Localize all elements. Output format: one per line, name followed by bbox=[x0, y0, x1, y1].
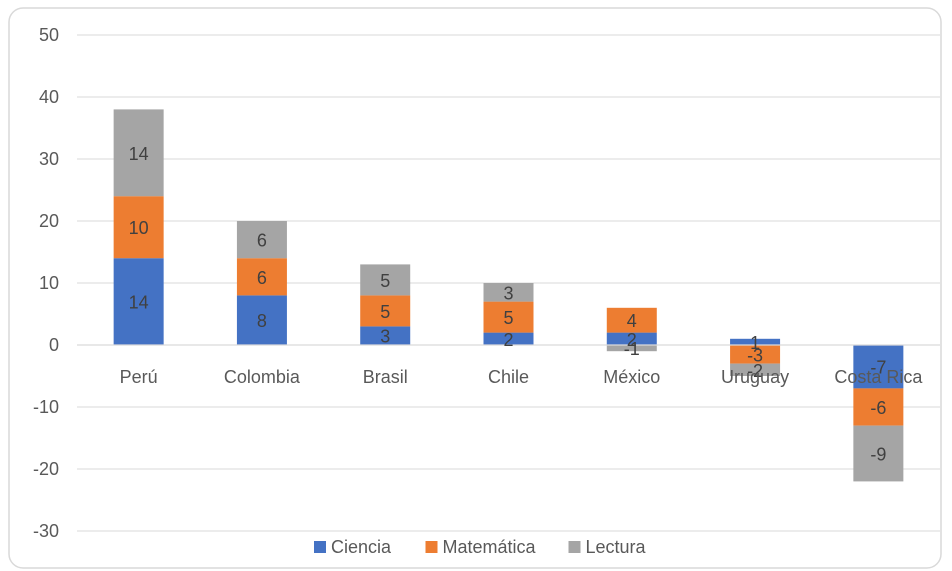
bar-ciencia bbox=[853, 345, 904, 389]
category-label: Brasil bbox=[363, 367, 408, 387]
legend-swatch bbox=[314, 541, 326, 553]
data-label: -3 bbox=[747, 345, 763, 365]
bar-ciencia bbox=[730, 338, 781, 345]
bar-matem-tica bbox=[853, 388, 904, 426]
category-label: México bbox=[603, 367, 660, 387]
bar-lectura bbox=[853, 425, 904, 482]
bar-lectura bbox=[483, 283, 534, 302]
bar-matem-tica bbox=[236, 258, 287, 296]
legend: Ciencia Matemática Lectura bbox=[314, 537, 647, 557]
legend-swatch bbox=[568, 541, 581, 553]
y-tick-label: 30 bbox=[39, 149, 59, 169]
bar-ciencia bbox=[113, 258, 164, 345]
bar-matem-tica bbox=[606, 307, 657, 333]
data-label: 10 bbox=[129, 218, 149, 238]
data-label: 6 bbox=[257, 268, 267, 288]
data-label: 2 bbox=[503, 330, 513, 350]
data-label: -6 bbox=[870, 398, 886, 418]
data-label: -2 bbox=[747, 361, 763, 381]
bar-ciencia bbox=[236, 295, 287, 345]
y-axis-ticks: -30 -20 -10 0 10 20 30 40 50 bbox=[33, 25, 59, 541]
bar-lectura bbox=[360, 264, 411, 296]
y-tick-label: 40 bbox=[39, 87, 59, 107]
data-label: -7 bbox=[870, 358, 886, 378]
bars bbox=[113, 109, 904, 482]
category-label: Costa Rica bbox=[834, 367, 923, 387]
data-label: 1 bbox=[750, 333, 760, 353]
bar-ciencia bbox=[606, 332, 657, 345]
bar-lectura bbox=[730, 363, 781, 376]
bar-matem-tica bbox=[730, 345, 781, 364]
category-label: Chile bbox=[488, 367, 529, 387]
legend-label: Lectura bbox=[586, 537, 647, 557]
chart-border bbox=[8, 7, 942, 569]
data-label: 3 bbox=[380, 327, 390, 347]
data-label: 6 bbox=[257, 231, 267, 251]
data-label: 2 bbox=[627, 330, 637, 350]
data-label: 3 bbox=[503, 283, 513, 303]
data-label: 14 bbox=[129, 144, 149, 164]
category-labels: Perú Colombia Brasil Chile México Uruguay Cost… bbox=[120, 367, 924, 387]
y-tick-label: 10 bbox=[39, 273, 59, 293]
data-label: 14 bbox=[129, 293, 149, 313]
bar-matem-tica bbox=[483, 301, 534, 333]
data-label: 4 bbox=[627, 311, 637, 331]
bar-ciencia bbox=[360, 326, 411, 345]
legend-label: Ciencia bbox=[331, 537, 392, 557]
data-label: 5 bbox=[380, 271, 390, 291]
y-tick-label: 0 bbox=[49, 335, 59, 355]
bar-ciencia bbox=[483, 332, 534, 345]
data-label: 5 bbox=[380, 302, 390, 322]
data-label: 8 bbox=[257, 311, 267, 331]
y-tick-label: -30 bbox=[33, 521, 59, 541]
data-label: -9 bbox=[870, 445, 886, 465]
category-label: Perú bbox=[120, 367, 158, 387]
data-label: 5 bbox=[503, 308, 513, 328]
y-tick-label: -10 bbox=[33, 397, 59, 417]
category-label: Uruguay bbox=[721, 367, 789, 387]
legend-label: Matemática bbox=[443, 537, 537, 557]
legend-swatch bbox=[425, 541, 438, 553]
bar-matem-tica bbox=[360, 295, 411, 327]
y-tick-label: 50 bbox=[39, 25, 59, 45]
bar-matem-tica bbox=[113, 196, 164, 259]
data-label: -1 bbox=[624, 339, 640, 359]
y-tick-label: 20 bbox=[39, 211, 59, 231]
category-label: Colombia bbox=[224, 367, 301, 387]
y-tick-label: -20 bbox=[33, 459, 59, 479]
bar-lectura bbox=[113, 109, 164, 197]
bar-lectura bbox=[606, 345, 657, 352]
bar-lectura bbox=[236, 221, 287, 259]
